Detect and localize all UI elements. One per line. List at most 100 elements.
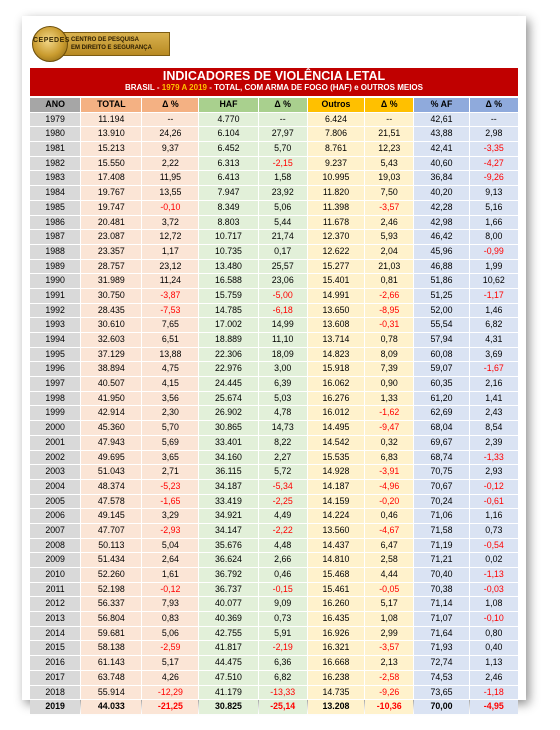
cell-year: 2000 <box>30 421 81 435</box>
cell-year: 2009 <box>30 553 81 567</box>
cell-haf: 10.735 <box>199 244 258 259</box>
cell-total: 19.747 <box>81 200 142 215</box>
cell-af-share: 60,08 <box>414 347 469 362</box>
cell-total: 44.033 <box>81 700 142 714</box>
cell-year: 2007 <box>30 523 81 538</box>
cell-total-change: 1,17 <box>142 244 199 259</box>
cell-haf-change: -5,34 <box>258 479 307 494</box>
cell-haf: 13.480 <box>199 259 258 274</box>
cell-af-share: 57,94 <box>414 333 469 347</box>
subtitle-prefix: BRASIL - <box>125 83 162 92</box>
cell-total-change: -0,12 <box>142 582 199 597</box>
cell-year: 2004 <box>30 479 81 494</box>
cell-outros: 15.468 <box>307 568 365 582</box>
cell-year: 2003 <box>30 465 81 479</box>
cell-af-share: 69,67 <box>414 435 469 450</box>
cell-total-change: -7,53 <box>142 303 199 318</box>
cell-haf-change: 18,09 <box>258 347 307 362</box>
cell-total-change: 11,95 <box>142 171 199 186</box>
cell-haf-change: 25,57 <box>258 259 307 274</box>
cell-total: 45.360 <box>81 421 142 435</box>
cell-haf: 41.817 <box>199 641 258 656</box>
cell-af-share: 71,14 <box>414 597 469 612</box>
table-row: 2005 47.578 -1,65 33.419 -2,25 14.159 -0,20 70,… <box>30 494 518 509</box>
table-row: 2015 58.138 -2,59 41.817 -2,19 16.321 -3,57 71,… <box>30 641 518 656</box>
cell-af-change: 3,69 <box>469 347 518 362</box>
cell-haf-change: 14,73 <box>258 421 307 435</box>
table-row: 2012 56.337 7,93 40.077 9,09 16.260 5,17 71,14 1… <box>30 597 518 612</box>
table-header-row: ANO TOTAL Δ % HAF Δ % Outros Δ % % AF Δ … <box>30 98 518 112</box>
cell-total: 38.894 <box>81 362 142 377</box>
table-row: 1981 15.213 9,37 6.452 5,70 8.761 12,23 42,41 -3… <box>30 142 518 156</box>
cell-af-change: -0,12 <box>469 479 518 494</box>
cell-outros-change: -4,96 <box>365 479 414 494</box>
cell-outros: 14.187 <box>307 479 365 494</box>
cell-haf-change: 11,10 <box>258 333 307 347</box>
cell-outros-change: 6,47 <box>365 538 414 553</box>
cell-year: 1982 <box>30 156 81 171</box>
cell-haf: 42.755 <box>199 626 258 641</box>
cell-total: 30.750 <box>81 288 142 303</box>
cell-af-change: 0,40 <box>469 641 518 656</box>
table-row: 1998 41.950 3,56 25.674 5,03 16.276 1,33 61,20 1… <box>30 391 518 406</box>
cell-outros: 9.237 <box>307 156 365 171</box>
cell-total-change: 0,83 <box>142 612 199 626</box>
cell-total: 23.087 <box>81 230 142 244</box>
cell-af-share: 71,19 <box>414 538 469 553</box>
cell-total: 51.043 <box>81 465 142 479</box>
cell-total-change: 5,04 <box>142 538 199 553</box>
cell-year: 1988 <box>30 244 81 259</box>
table-row: 2000 45.360 5,70 30.865 14,73 14.495 -9,47 68,0… <box>30 421 518 435</box>
cell-total-change: 7,65 <box>142 318 199 332</box>
cell-year: 1990 <box>30 274 81 288</box>
cell-haf-change: 3,00 <box>258 362 307 377</box>
cell-af-share: 60,35 <box>414 377 469 391</box>
cell-year: 2015 <box>30 641 81 656</box>
cell-total: 61.143 <box>81 656 142 670</box>
cell-outros: 8.761 <box>307 142 365 156</box>
cell-outros-change: -0,05 <box>365 582 414 597</box>
cell-af-share: 42,41 <box>414 142 469 156</box>
cell-af-share: 70,24 <box>414 494 469 509</box>
cell-outros-change: 7,50 <box>365 186 414 200</box>
table-row: 1991 30.750 -3,87 15.759 -5,00 14.991 -2,66 51,… <box>30 288 518 303</box>
indicators-table: ANO TOTAL Δ % HAF Δ % Outros Δ % % AF Δ … <box>30 98 518 715</box>
cell-outros: 13.208 <box>307 700 365 714</box>
cell-af-change: 1,66 <box>469 215 518 230</box>
cell-outros-change: 2,04 <box>365 244 414 259</box>
cell-year: 1998 <box>30 391 81 406</box>
cell-af-share: 71,21 <box>414 553 469 567</box>
cell-total: 31.989 <box>81 274 142 288</box>
cell-outros-change: 2,13 <box>365 656 414 670</box>
table-row: 1992 28.435 -7,53 14.785 -6,18 13.650 -8,95 52,… <box>30 303 518 318</box>
cell-outros: 7.806 <box>307 127 365 142</box>
cell-haf-change: 0,73 <box>258 612 307 626</box>
cell-af-share: 42,28 <box>414 200 469 215</box>
cell-outros: 10.995 <box>307 171 365 186</box>
cell-outros: 15.918 <box>307 362 365 377</box>
cell-total-change: 23,12 <box>142 259 199 274</box>
cell-haf-change: 6,36 <box>258 656 307 670</box>
table-row: 1990 31.989 11,24 16.588 23,06 15.401 0,81 51,8… <box>30 274 518 288</box>
cell-total: 15.550 <box>81 156 142 171</box>
logo-seal-text: CEPEDES <box>33 37 70 44</box>
cell-year: 2013 <box>30 612 81 626</box>
cell-haf: 6.313 <box>199 156 258 171</box>
table-row: 1994 32.603 6,51 18.889 11,10 13.714 0,78 57,94… <box>30 333 518 347</box>
cell-af-change: 10,62 <box>469 274 518 288</box>
cell-af-share: 74,53 <box>414 670 469 685</box>
cell-total: 11.194 <box>81 112 142 127</box>
cell-af-change: -0,10 <box>469 612 518 626</box>
cell-total-change: 3,56 <box>142 391 199 406</box>
cell-haf-change: 4,78 <box>258 406 307 421</box>
cell-haf: 10.717 <box>199 230 258 244</box>
cell-year: 2019 <box>30 700 81 714</box>
cell-haf-change: 8,22 <box>258 435 307 450</box>
column-header-outros-change: Δ % <box>365 98 414 112</box>
cell-haf: 25.674 <box>199 391 258 406</box>
cell-af-change: 2,46 <box>469 670 518 685</box>
cell-af-change: 2,43 <box>469 406 518 421</box>
cell-outros-change: -2,66 <box>365 288 414 303</box>
cell-outros-change: 2,58 <box>365 553 414 567</box>
cell-outros: 15.535 <box>307 450 365 465</box>
